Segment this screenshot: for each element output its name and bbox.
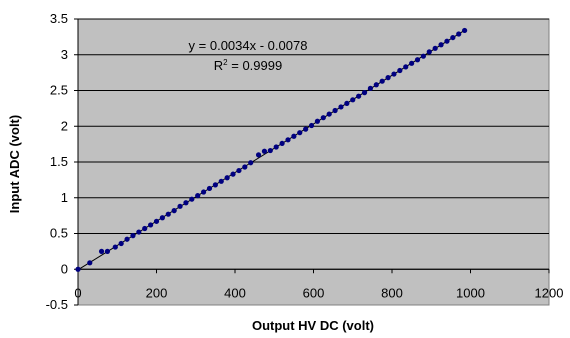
data-point-25 (236, 167, 242, 174)
data-point-16 (183, 200, 189, 206)
data-point-6 (124, 236, 130, 242)
data-point-14 (171, 208, 177, 214)
data-point-23 (224, 175, 230, 181)
data-point-43 (344, 100, 350, 106)
data-point-33 (285, 137, 291, 143)
data-point-60 (444, 38, 450, 44)
x-tick-label-0: 0 (74, 285, 81, 300)
r-squared-label: R2 = 0.9999 (214, 58, 282, 73)
trendline-equation: y = 0.0034x - 0.0078 (189, 38, 308, 53)
x-tick-label-6: 1200 (535, 285, 564, 300)
y-tick-label-2: 0.5 (50, 226, 68, 241)
data-point-0 (75, 266, 81, 272)
data-point-10 (148, 222, 154, 228)
data-points (75, 27, 468, 272)
data-point-48 (373, 82, 379, 88)
data-point-7 (130, 233, 136, 239)
data-point-38 (314, 118, 321, 124)
data-point-39 (320, 115, 326, 121)
data-point-27 (248, 160, 254, 166)
data-point-20 (206, 185, 213, 192)
data-point-21 (212, 182, 218, 188)
data-point-57 (426, 49, 432, 55)
data-point-36 (303, 126, 309, 132)
data-point-15 (177, 203, 183, 209)
y-tick-label-3: 1 (61, 190, 68, 205)
data-point-1 (87, 260, 93, 266)
y-tick-label-7: 3 (61, 47, 68, 62)
data-point-53 (403, 64, 409, 70)
data-point-18 (195, 193, 201, 199)
y-axis-title: Input ADC (volt) (7, 115, 22, 213)
r-squared-base: R (214, 58, 223, 73)
data-point-63 (462, 27, 468, 34)
data-point-32 (279, 140, 285, 147)
x-axis-title: Output HV DC (volt) (252, 318, 374, 333)
data-point-56 (420, 53, 426, 59)
r-squared-value: = 0.9999 (228, 58, 283, 73)
data-point-50 (385, 75, 391, 81)
data-point-11 (153, 218, 160, 224)
data-point-24 (230, 171, 236, 177)
data-point-51 (391, 71, 397, 77)
x-tick-label-4: 800 (381, 285, 403, 300)
data-point-35 (297, 130, 303, 136)
y-tick-label-6: 2.5 (50, 83, 68, 98)
y-tick-label-4: 1.5 (50, 154, 68, 169)
y-tick-label-1: 0 (61, 261, 68, 276)
data-point-46 (361, 90, 368, 96)
data-point-58 (432, 45, 438, 51)
data-point-44 (350, 97, 356, 103)
x-tick-label-3: 600 (303, 285, 325, 300)
plot-area (77, 18, 550, 306)
data-point-40 (326, 111, 332, 117)
data-point-45 (356, 93, 362, 99)
y-tick-label-5: 2 (61, 118, 68, 133)
data-point-42 (338, 104, 344, 110)
data-point-61 (450, 34, 456, 41)
x-tick-label-5: 1000 (456, 285, 485, 300)
data-point-3 (104, 248, 111, 254)
data-point-30 (267, 147, 273, 154)
data-point-62 (456, 31, 462, 37)
data-point-12 (159, 215, 165, 221)
data-point-54 (409, 60, 415, 66)
data-point-5 (118, 240, 124, 247)
data-point-29 (261, 148, 268, 154)
data-point-26 (242, 164, 248, 170)
data-point-9 (142, 225, 148, 232)
data-point-31 (273, 144, 279, 150)
x-tick-label-2: 400 (224, 285, 246, 300)
y-tick-label-0: -0.5 (46, 297, 68, 312)
data-point-55 (414, 57, 421, 63)
data-point-4 (112, 244, 118, 250)
x-tick-label-1: 200 (146, 285, 168, 300)
axis-ticks: -0.5 0 0.5 1 1.5 2 2.5 3 3.5 0 200 400 600 800 1000 120… (46, 11, 564, 312)
data-point-22 (218, 178, 224, 184)
data-point-13 (165, 211, 171, 217)
data-point-8 (136, 229, 142, 235)
data-point-52 (397, 67, 403, 74)
data-point-19 (201, 189, 207, 195)
data-point-49 (379, 78, 385, 84)
data-point-17 (189, 196, 195, 202)
data-point-41 (332, 107, 338, 114)
data-point-2 (98, 248, 105, 254)
data-point-59 (438, 42, 444, 48)
r-squared-exponent: 2 (223, 58, 228, 67)
data-point-34 (291, 133, 297, 139)
data-point-37 (308, 122, 315, 129)
data-point-47 (367, 85, 374, 91)
y-tick-label-8: 3.5 (50, 11, 68, 26)
data-point-28 (255, 152, 262, 158)
